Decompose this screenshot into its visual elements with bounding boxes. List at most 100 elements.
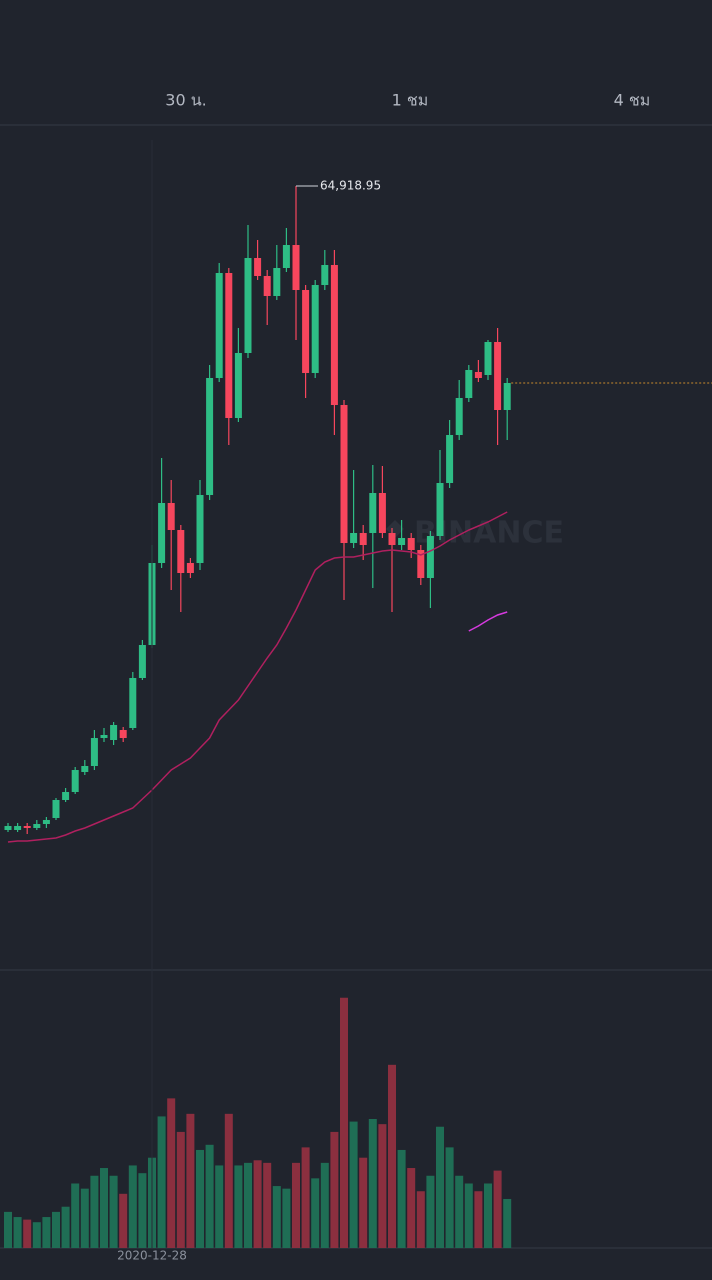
interval-tab[interactable]: 30 น. <box>165 91 206 110</box>
candle-body <box>330 265 338 405</box>
candle-body <box>4 826 12 830</box>
volume-bar <box>71 1183 80 1248</box>
candle-body <box>494 342 502 410</box>
candle-body <box>321 265 329 285</box>
volume-bar <box>474 1191 483 1248</box>
volume-bar <box>215 1165 224 1248</box>
candle-body <box>225 273 233 418</box>
moving-average <box>7 511 508 843</box>
candle-body <box>446 435 454 483</box>
candle-body <box>167 503 175 530</box>
candle-body <box>378 493 386 533</box>
volume-bar <box>196 1149 204 1248</box>
candle-body <box>23 826 31 828</box>
candle-body <box>33 824 41 828</box>
candle-body <box>350 533 358 543</box>
volume-bar <box>90 1175 99 1248</box>
candle-body <box>196 495 204 563</box>
volume-bar <box>359 1157 368 1248</box>
candle-body <box>62 792 70 800</box>
volume-bar <box>378 1124 387 1248</box>
candle-body <box>186 563 194 573</box>
volume-bar <box>263 1162 272 1248</box>
volume-bar <box>349 1121 358 1248</box>
candle-body <box>158 503 166 563</box>
candle-body <box>302 290 310 373</box>
volume-bar <box>282 1188 291 1248</box>
candle-body <box>110 725 118 740</box>
volume-bar <box>503 1198 512 1248</box>
volume-bar <box>301 1147 310 1248</box>
candle-body <box>292 245 300 290</box>
candle-body <box>138 645 146 678</box>
candle-body <box>417 550 425 578</box>
candle-body <box>129 678 137 728</box>
volume-bar <box>320 1162 329 1248</box>
high-label: 64,918.95 <box>320 179 381 193</box>
candle-body <box>436 483 444 536</box>
volume-bar <box>23 1219 32 1248</box>
candle-body <box>273 268 281 296</box>
volume-bar <box>4 1211 12 1248</box>
candle-body <box>426 536 434 578</box>
volume-bar <box>167 1098 176 1248</box>
volume-bar <box>100 1168 108 1248</box>
candle-body <box>359 533 367 545</box>
volume-bar <box>292 1162 300 1248</box>
volume-bar <box>272 1186 281 1248</box>
volume-bar <box>445 1147 454 1248</box>
volume-bar <box>61 1206 70 1248</box>
volume-bar <box>176 1131 185 1248</box>
volume-bar <box>224 1113 233 1248</box>
x-tick-label: 2020-12-28 <box>117 1249 187 1263</box>
candle-body <box>71 770 79 792</box>
volume-bar <box>311 1178 320 1248</box>
candle-body <box>311 285 319 373</box>
volume-bar <box>340 997 348 1248</box>
candle-body <box>206 378 214 495</box>
candle-body <box>14 826 22 830</box>
volume-bar <box>186 1113 195 1248</box>
candle-body <box>407 538 415 550</box>
candle-body <box>244 258 252 353</box>
volume-bar <box>52 1211 60 1248</box>
volume-bar <box>205 1144 214 1248</box>
candle-body <box>398 538 406 545</box>
volume-bar <box>234 1165 243 1248</box>
volume-bar <box>330 1131 339 1248</box>
candle-body <box>263 276 271 296</box>
interval-tab[interactable]: 4 ชม <box>614 91 651 110</box>
volume-bar <box>42 1217 51 1248</box>
candle-body <box>503 383 511 410</box>
volume-bar <box>368 1119 377 1248</box>
volume-bar <box>119 1193 128 1248</box>
volume-bar <box>138 1173 147 1248</box>
candle-body <box>52 800 60 818</box>
candle-body <box>474 372 482 378</box>
candle-body <box>119 730 127 738</box>
interval-tab[interactable]: 1 ชม <box>392 91 429 110</box>
candle-body <box>234 353 242 418</box>
volume-bar <box>464 1183 473 1248</box>
volume-bar <box>80 1188 89 1248</box>
volume-bar <box>407 1168 416 1248</box>
volume-bar <box>397 1149 406 1248</box>
volume-bar <box>426 1175 435 1248</box>
volume-bar <box>455 1175 464 1248</box>
volume-bar <box>253 1160 262 1248</box>
candle-body <box>282 245 290 268</box>
candle-body <box>90 738 98 766</box>
candle-body <box>465 370 473 398</box>
volume-bar <box>32 1222 41 1248</box>
candle-body <box>388 533 396 545</box>
volume-bar <box>484 1183 492 1248</box>
candle-body <box>455 398 463 435</box>
volume-bar <box>128 1165 137 1248</box>
volume-bar <box>388 1064 396 1248</box>
candle-body <box>81 766 89 772</box>
candle-body <box>215 273 223 378</box>
candle-body <box>340 405 348 543</box>
